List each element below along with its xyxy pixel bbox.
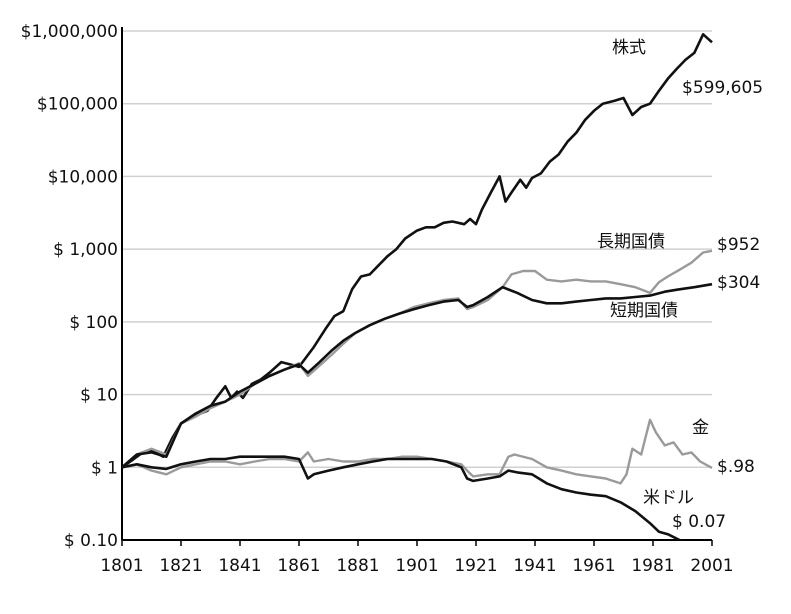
y-tick-label: $ 100 <box>69 313 118 333</box>
x-tick-label: 1841 <box>218 556 261 576</box>
series-end-value-dollar: $ 0.07 <box>672 512 726 532</box>
axes <box>121 27 713 546</box>
x-tick-label: 2001 <box>690 556 733 576</box>
y-tick-label: $ 1 <box>91 458 118 478</box>
series-end-value-bills: $304 <box>717 273 760 293</box>
x-tick-label: 1801 <box>100 556 143 576</box>
series-line-bonds <box>122 249 713 469</box>
x-tick-label: 1821 <box>159 556 202 576</box>
series-line-gold <box>122 418 713 485</box>
x-tick-label: 1961 <box>572 556 615 576</box>
series-name-dollar: 米ドル <box>643 488 694 508</box>
series-name-gold: 金 <box>692 418 709 438</box>
series-name-bills: 短期国債 <box>610 301 678 321</box>
series-lines <box>122 32 713 540</box>
x-tick-label: 1881 <box>336 556 379 576</box>
series-end-value-gold: $.98 <box>717 457 755 477</box>
series-name-stocks: 株式 <box>612 38 646 58</box>
series-line-bills <box>122 282 713 469</box>
y-tick-label: $ 10 <box>80 386 118 406</box>
y-tick-label: $1,000,000 <box>21 22 118 42</box>
series-labels: 株式 $599,605 長期国債 $952 短期国債 $304 金 $.98 米ドル $ 0.07 <box>597 38 763 532</box>
series-end-value-bonds: $952 <box>717 235 760 255</box>
series-line-dollar <box>122 455 684 540</box>
y-tick-label: $ 1,000 <box>53 240 118 260</box>
x-tick-label: 1861 <box>277 556 320 576</box>
y-tick-label: $ 0.10 <box>64 531 118 551</box>
x-tick-label: 1941 <box>513 556 556 576</box>
series-name-bonds: 長期国債 <box>597 232 665 252</box>
x-tick-label: 1901 <box>395 556 438 576</box>
x-axis-tick-labels: 1801 1821 1841 1861 1881 1901 1921 1941 1961 1981… <box>100 556 733 576</box>
y-tick-label: $10,000 <box>48 167 118 187</box>
y-tick-label: $100,000 <box>37 95 118 115</box>
y-axis-tick-labels: $1,000,000 $100,000 $10,000 $ 1,000 $ 100 $ 1… <box>21 22 118 551</box>
x-tick-label: 1921 <box>454 556 497 576</box>
x-tick-label: 1981 <box>631 556 674 576</box>
series-end-value-stocks: $599,605 <box>682 78 763 98</box>
